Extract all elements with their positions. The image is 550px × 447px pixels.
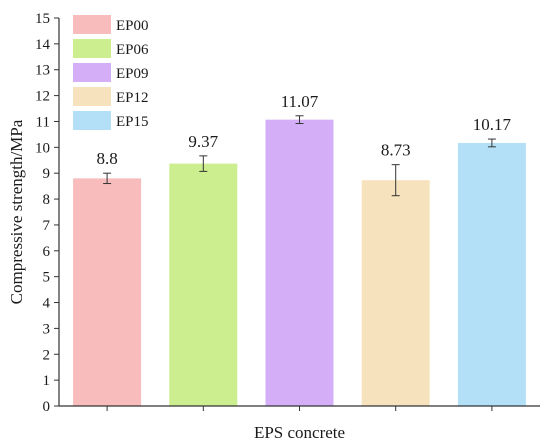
bar: [73, 178, 142, 406]
y-tick-label: 2: [43, 347, 51, 363]
y-tick-label: 15: [35, 11, 50, 27]
y-tick-label: 11: [36, 114, 50, 130]
data-label: 10.17: [473, 115, 512, 134]
y-tick-label: 3: [43, 321, 51, 337]
data-label: 8.8: [96, 149, 117, 168]
y-tick-label: 14: [35, 37, 51, 53]
legend-swatch: [73, 15, 111, 34]
legend-label: EP12: [116, 90, 149, 106]
legend-label: EP00: [116, 18, 149, 34]
legend-swatch: [73, 39, 111, 58]
y-tick-label: 10: [35, 140, 50, 156]
legend-label: EP15: [116, 114, 149, 130]
legend-swatch: [73, 87, 111, 106]
y-tick-label: 5: [43, 270, 51, 286]
y-tick-label: 6: [43, 244, 51, 260]
y-tick-label: 12: [35, 89, 50, 105]
data-label: 9.37: [188, 132, 218, 151]
bar: [169, 163, 238, 406]
legend-swatch: [73, 111, 111, 130]
error-bars: [103, 115, 496, 197]
data-label: 11.07: [281, 92, 319, 111]
x-axis-title: EPS concrete: [254, 423, 345, 442]
y-axis-title: Compressive strength/MPa: [7, 119, 26, 304]
y-tick-label: 7: [43, 218, 51, 234]
legend-label: EP06: [116, 42, 149, 58]
y-tick-label: 9: [43, 166, 51, 182]
legend-label: EP09: [116, 66, 149, 82]
y-tick-label: 1: [43, 373, 51, 389]
bar: [457, 142, 526, 406]
bars: [73, 119, 526, 411]
legend-swatch: [73, 63, 111, 82]
data-labels: 8.8 9.37 11.07 8.73 10.17: [96, 92, 511, 168]
legend: EP00 EP06 EP09 EP12 EP15: [73, 15, 149, 130]
y-tick-label: 8: [43, 192, 51, 208]
y-tick-label: 0: [43, 399, 51, 415]
data-label: 8.73: [381, 141, 411, 160]
bar: [361, 180, 430, 406]
y-tick-label: 13: [35, 63, 50, 79]
bar: [265, 119, 334, 406]
y-tick-label: 4: [43, 296, 51, 312]
